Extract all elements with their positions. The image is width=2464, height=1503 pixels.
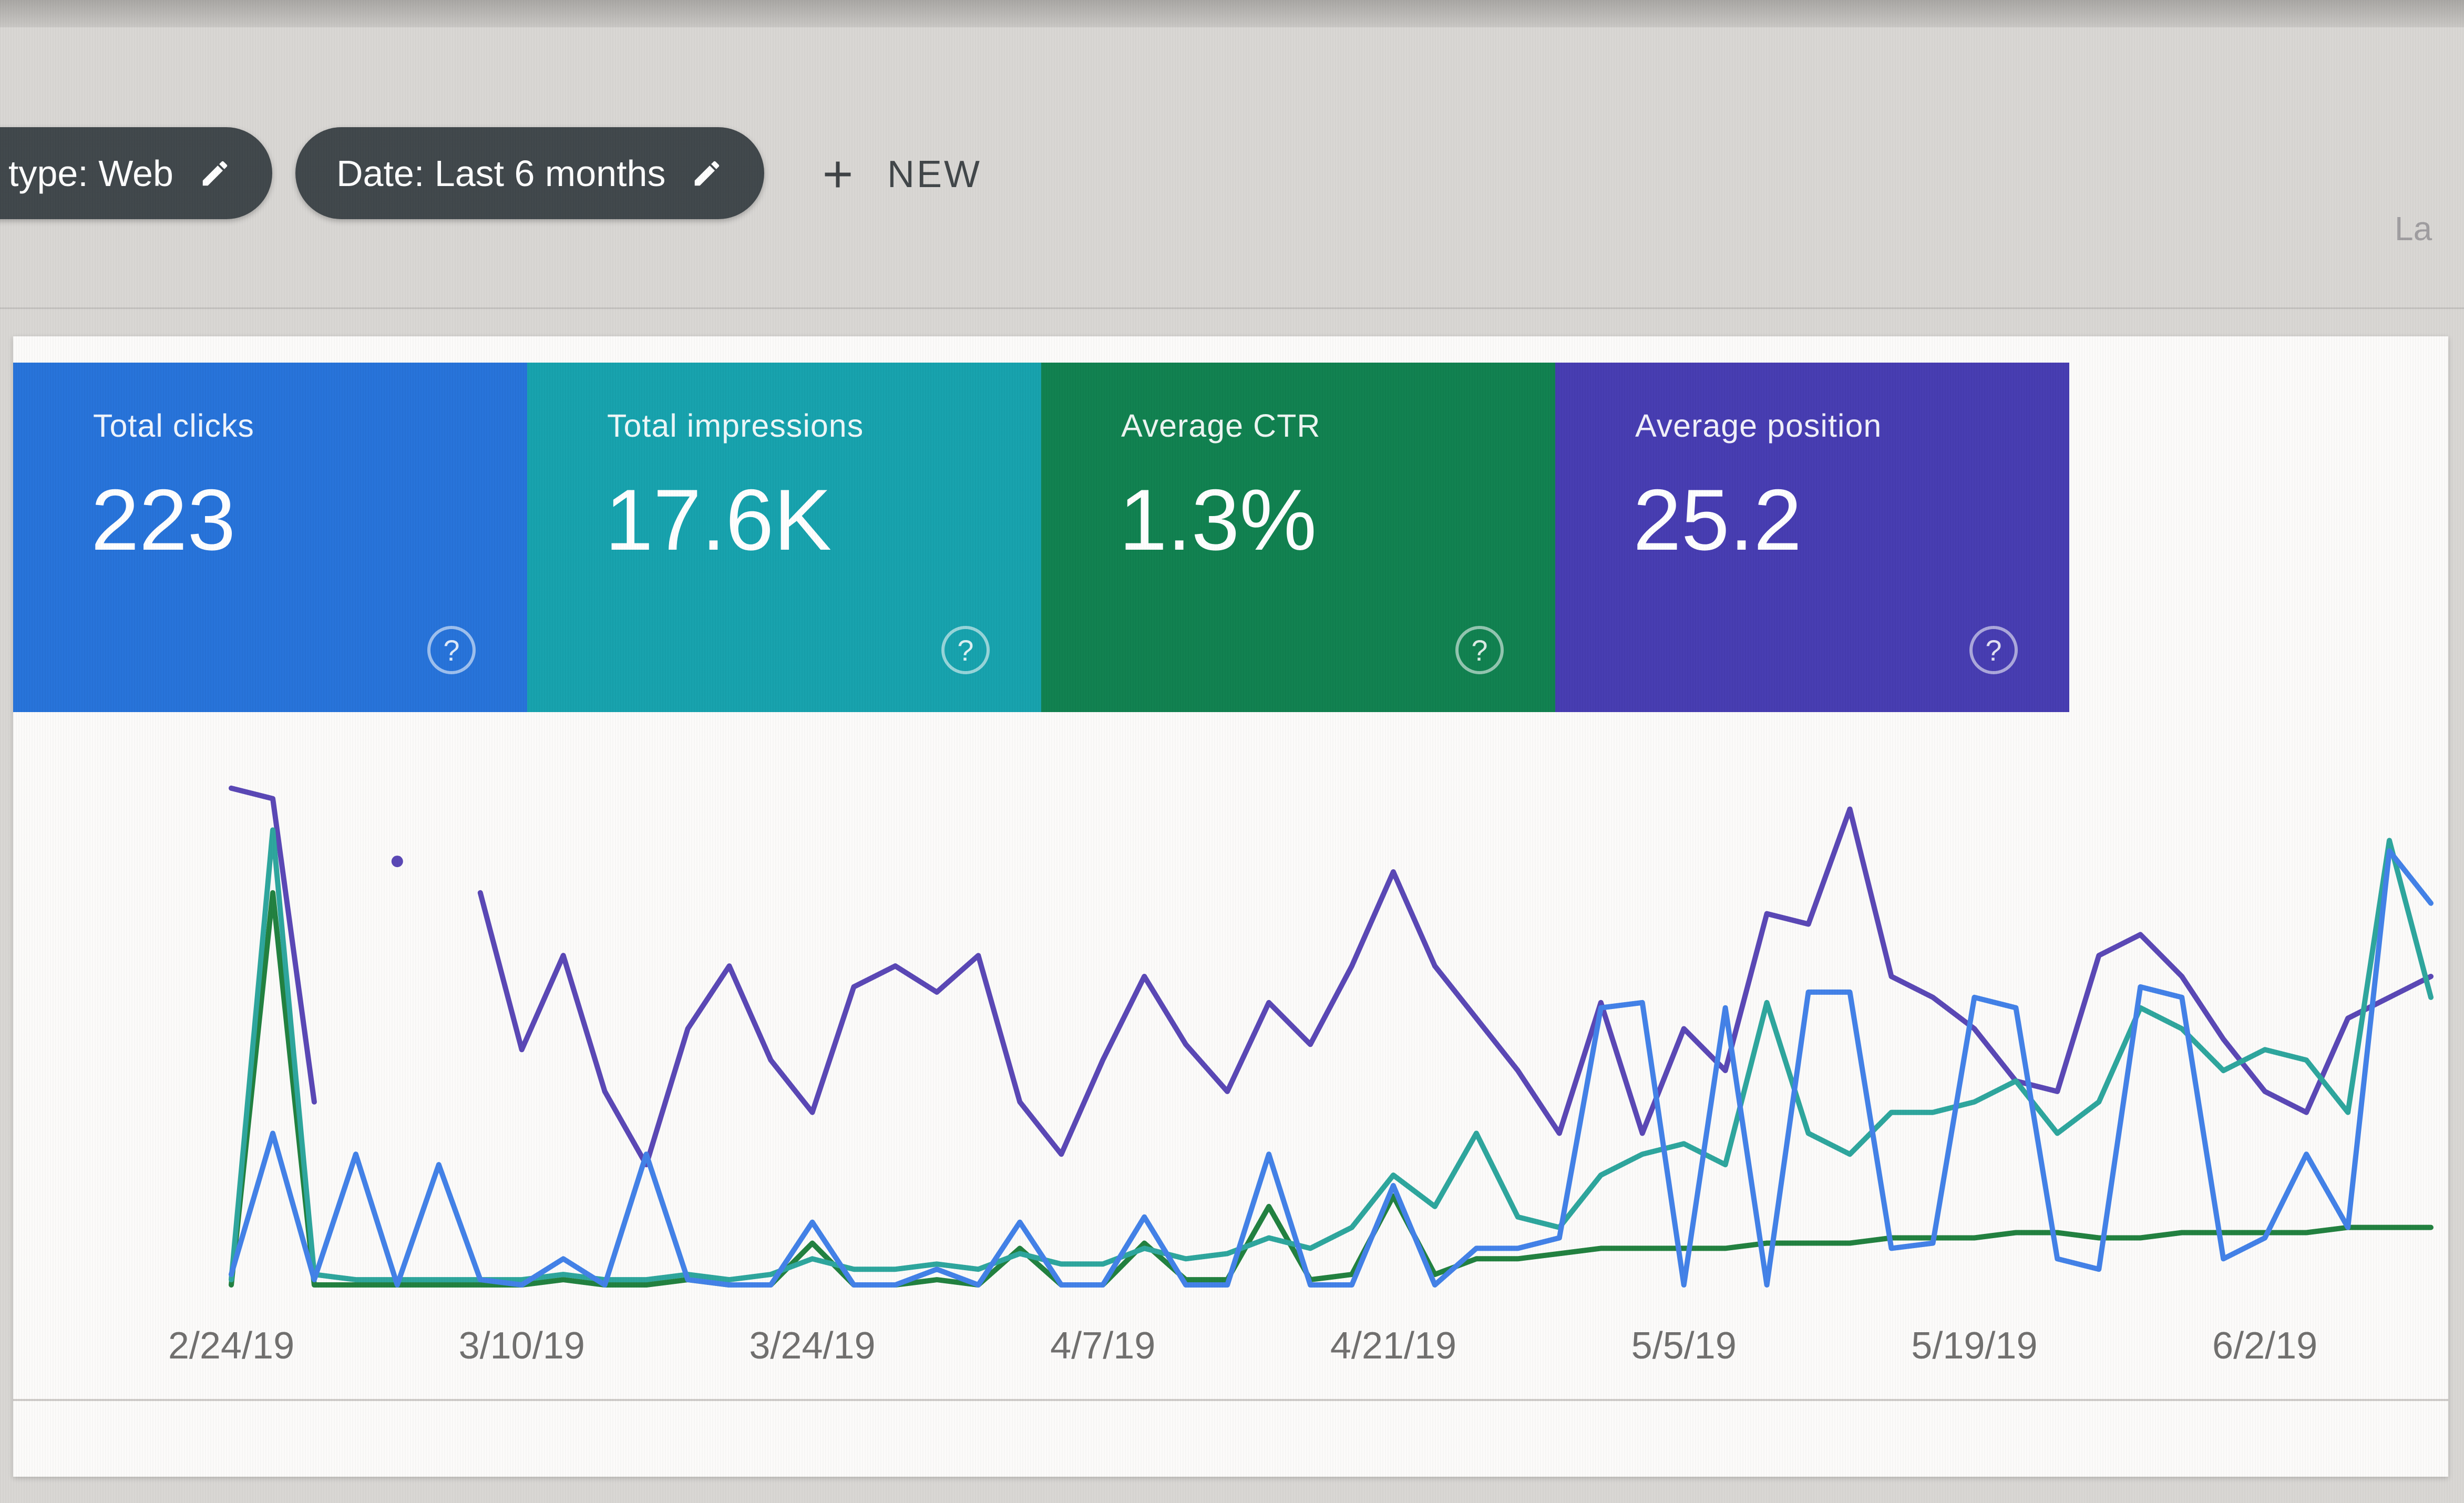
total-impressions-card[interactable]: Total impressions 17.6K ? <box>527 363 1041 712</box>
search-type-filter-label: type: Web <box>8 152 173 194</box>
search-type-filter-chip[interactable]: type: Web <box>0 127 272 219</box>
x-axis-label: 4/21/19 <box>1330 1325 1457 1367</box>
performance-line-chart[interactable] <box>226 752 2439 1301</box>
total-clicks-card[interactable]: Total clicks 223 ? <box>13 363 527 712</box>
series-line <box>229 827 2434 1283</box>
help-icon[interactable]: ? <box>1969 626 2018 674</box>
screen-top-edge <box>0 0 2464 27</box>
x-axis-label: 5/5/19 <box>1631 1325 1737 1367</box>
edit-pencil-icon <box>695 161 720 186</box>
card-value: 1.3% <box>1119 471 1317 568</box>
scorecards-row: Total clicks 223 ? Total impressions 17.… <box>13 363 2069 712</box>
x-axis-label: 4/7/19 <box>1050 1325 1156 1367</box>
clipped-top-right-text: La <box>2395 210 2432 248</box>
edit-pencil-icon <box>202 161 228 186</box>
help-icon[interactable]: ? <box>1455 626 1504 674</box>
date-filter-label: Date: Last 6 months <box>336 152 666 194</box>
x-axis: 2/24/19 3/10/19 3/24/19 4/7/19 4/21/19 5/5/19… <box>0 1324 2464 1367</box>
chart-bottom-divider <box>13 1399 2448 1401</box>
card-label: Average position <box>1635 408 1882 444</box>
x-axis-label: 3/24/19 <box>749 1325 876 1367</box>
series-line <box>229 890 2434 1288</box>
card-label: Total clicks <box>93 408 254 444</box>
isolated-data-point <box>391 856 403 868</box>
series-line <box>229 785 317 1105</box>
series-line <box>229 848 2434 1288</box>
plus-icon <box>825 161 851 188</box>
header-divider <box>0 307 2464 309</box>
average-ctr-card[interactable]: Average CTR 1.3% ? <box>1041 363 1555 712</box>
card-value: 25.2 <box>1633 471 1802 568</box>
card-value: 17.6K <box>605 471 832 568</box>
card-label: Average CTR <box>1121 408 1321 444</box>
x-axis-label: 6/2/19 <box>2212 1325 2318 1367</box>
average-position-card[interactable]: Average position 25.2 ? <box>1555 363 2069 712</box>
help-icon[interactable]: ? <box>427 626 476 674</box>
date-filter-chip[interactable]: Date: Last 6 months <box>295 127 765 219</box>
new-filter-button[interactable]: NEW <box>816 138 982 211</box>
x-axis-label: 5/19/19 <box>1911 1325 2038 1367</box>
card-label: Total impressions <box>607 408 864 444</box>
series-line <box>477 806 2434 1168</box>
help-icon[interactable]: ? <box>941 626 990 674</box>
x-axis-label: 2/24/19 <box>168 1325 295 1367</box>
card-value: 223 <box>91 471 236 568</box>
x-axis-label: 3/10/19 <box>458 1325 585 1367</box>
new-filter-label: NEW <box>887 153 982 195</box>
